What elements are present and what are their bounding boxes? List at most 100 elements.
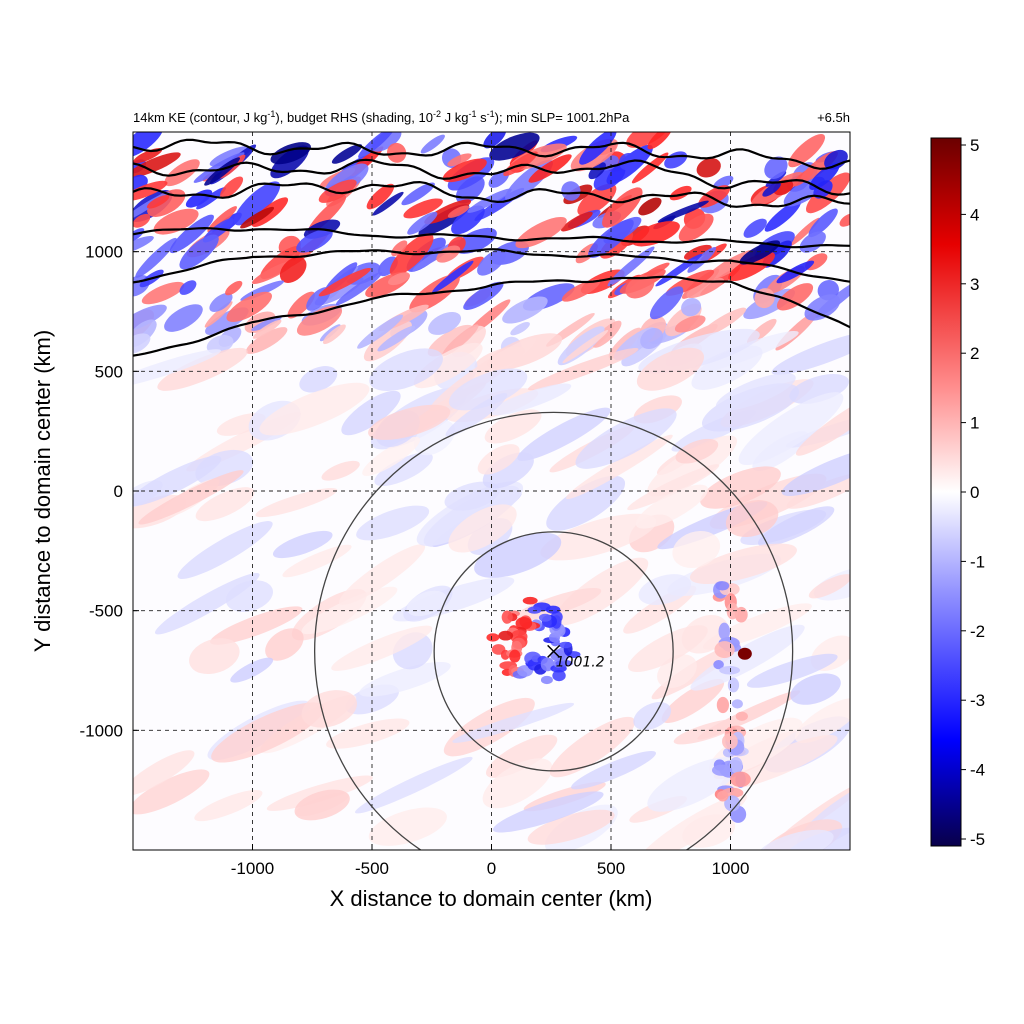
rhs-shading-cell	[233, 181, 281, 226]
rhs-shading-cell	[133, 152, 181, 178]
rhs-shading-cell	[489, 383, 572, 416]
rhs-shading-cell	[318, 179, 357, 203]
rhs-shading-cell	[416, 481, 524, 547]
rhs-shading-cell	[195, 487, 255, 522]
colorbar-tick-label: 5	[970, 136, 979, 155]
colorbar: 5 4 3 2 1 0 -1 -2 -3 -4 -5	[930, 136, 985, 849]
rhs-shading-cell	[592, 320, 622, 348]
rhs-shading-cell	[794, 698, 850, 744]
rhs-shading-cell	[444, 481, 500, 511]
rhs-shading-cell	[640, 328, 663, 350]
rhs-shading-cell	[133, 750, 195, 796]
rhs-shading-cell	[265, 628, 304, 661]
rhs-shading-cell	[571, 751, 656, 790]
rhs-shading-cell	[527, 606, 542, 614]
rhs-shading-cell	[153, 208, 199, 235]
rhs-shading-cell	[628, 625, 708, 672]
ke-contour-line	[133, 275, 850, 357]
title-superscript: -1	[487, 109, 495, 119]
colorbar-tick-label: 3	[970, 275, 979, 294]
rhs-shading-cell	[356, 505, 430, 541]
x-tick-label: 0	[487, 859, 496, 878]
colorbar-tick-label: -2	[970, 622, 985, 641]
rhs-shading-cell	[522, 596, 538, 605]
rhs-shading-cell	[448, 368, 528, 411]
rhs-shading-cell	[133, 213, 151, 228]
rhs-shading-cell	[538, 613, 552, 622]
rhs-shading-cell	[562, 330, 609, 364]
rhs-shading-cell	[164, 304, 203, 332]
rhs-shading-cell	[510, 321, 530, 336]
rhs-shading-cell	[210, 606, 303, 645]
rhs-shading-cell	[424, 199, 472, 225]
rhs-shading-cell	[698, 307, 747, 338]
colorbar-tick-label: -1	[970, 552, 985, 571]
ke-contour-line	[133, 138, 850, 170]
rhs-shading-cell	[189, 638, 240, 675]
forecast-time-label: +6.5h	[817, 110, 850, 125]
title-superscript: -2	[433, 109, 441, 119]
rhs-shading-cell	[240, 206, 275, 229]
rhs-shading-cell	[739, 240, 781, 265]
rhs-shading-cell	[626, 132, 669, 148]
rhs-shading-cell	[251, 316, 282, 331]
rhs-shading-cell	[463, 281, 504, 310]
title-text-segment: s	[476, 110, 487, 125]
rhs-shading-cell	[477, 444, 520, 475]
rhs-shading-cell	[407, 211, 438, 235]
rhs-shading-cell	[517, 407, 611, 461]
rhs-shading-cell	[700, 466, 781, 509]
rhs-shading-cell	[138, 470, 244, 525]
x-tick-label: -1000	[231, 859, 274, 878]
rhs-shading-cell	[758, 506, 835, 547]
rhs-shading-cell	[722, 733, 738, 750]
rhs-shading-cell	[326, 718, 410, 749]
rhs-shading-cell	[638, 197, 662, 216]
rhs-shading-cell	[675, 438, 719, 464]
rhs-shading-cell	[804, 294, 841, 321]
rhs-shading-cell	[681, 298, 702, 317]
rhs-shading-cell	[447, 153, 472, 167]
rhs-shading-cell	[372, 191, 404, 216]
rhs-shading-cell	[301, 690, 357, 728]
rhs-shading-cell	[341, 390, 401, 436]
plot-area: 1001.2	[132, 131, 851, 851]
rhs-shading-cell	[133, 349, 221, 389]
rhs-shading-cell	[635, 484, 709, 529]
rhs-shading-cell	[194, 789, 263, 822]
rhs-shading-cell	[133, 235, 154, 255]
rhs-shading-cell	[272, 530, 333, 559]
rhs-shading-cell	[683, 244, 712, 260]
rhs-shading-cell	[357, 314, 404, 349]
rhs-shading-cell	[169, 214, 214, 254]
ke-contour-line	[133, 158, 850, 196]
rhs-shading-cell	[738, 392, 844, 466]
rhs-shading-cell	[729, 771, 751, 787]
rhs-shading-cell	[839, 213, 850, 227]
rhs-shading-cell	[321, 460, 360, 481]
y-tick-label: 1000	[85, 243, 123, 262]
rhs-shading-cell	[225, 280, 243, 296]
rhs-shading-cell	[413, 342, 483, 389]
rhs-shading-cell	[808, 208, 838, 238]
rhs-shading-cell	[786, 472, 850, 509]
rhs-shading-cell	[279, 256, 307, 283]
colorbar-tick-label: 4	[970, 205, 979, 224]
rhs-shading-cell	[631, 152, 669, 184]
rhs-shading-cell	[625, 275, 655, 299]
rhs-shading-cell	[689, 543, 797, 585]
rhs-shading-cell	[387, 272, 410, 286]
rhs-shading-cell	[661, 678, 725, 723]
rhs-shading-cell	[678, 213, 714, 242]
y-axis-ticks: 1000 500 0 -500 -1000	[80, 243, 139, 740]
rhs-shading-cell	[561, 211, 593, 232]
rhs-shading-cell	[577, 183, 617, 216]
rhs-shading-cell	[294, 789, 350, 821]
rhs-shading-cell	[226, 291, 272, 323]
rhs-shading-cell	[714, 641, 735, 659]
rhs-shading-cell	[638, 574, 692, 605]
rhs-shading-cell	[220, 176, 244, 199]
rhs-shading-cell	[245, 327, 288, 354]
rhs-shading-cell	[403, 198, 443, 219]
rhs-shading-cell	[527, 809, 615, 845]
